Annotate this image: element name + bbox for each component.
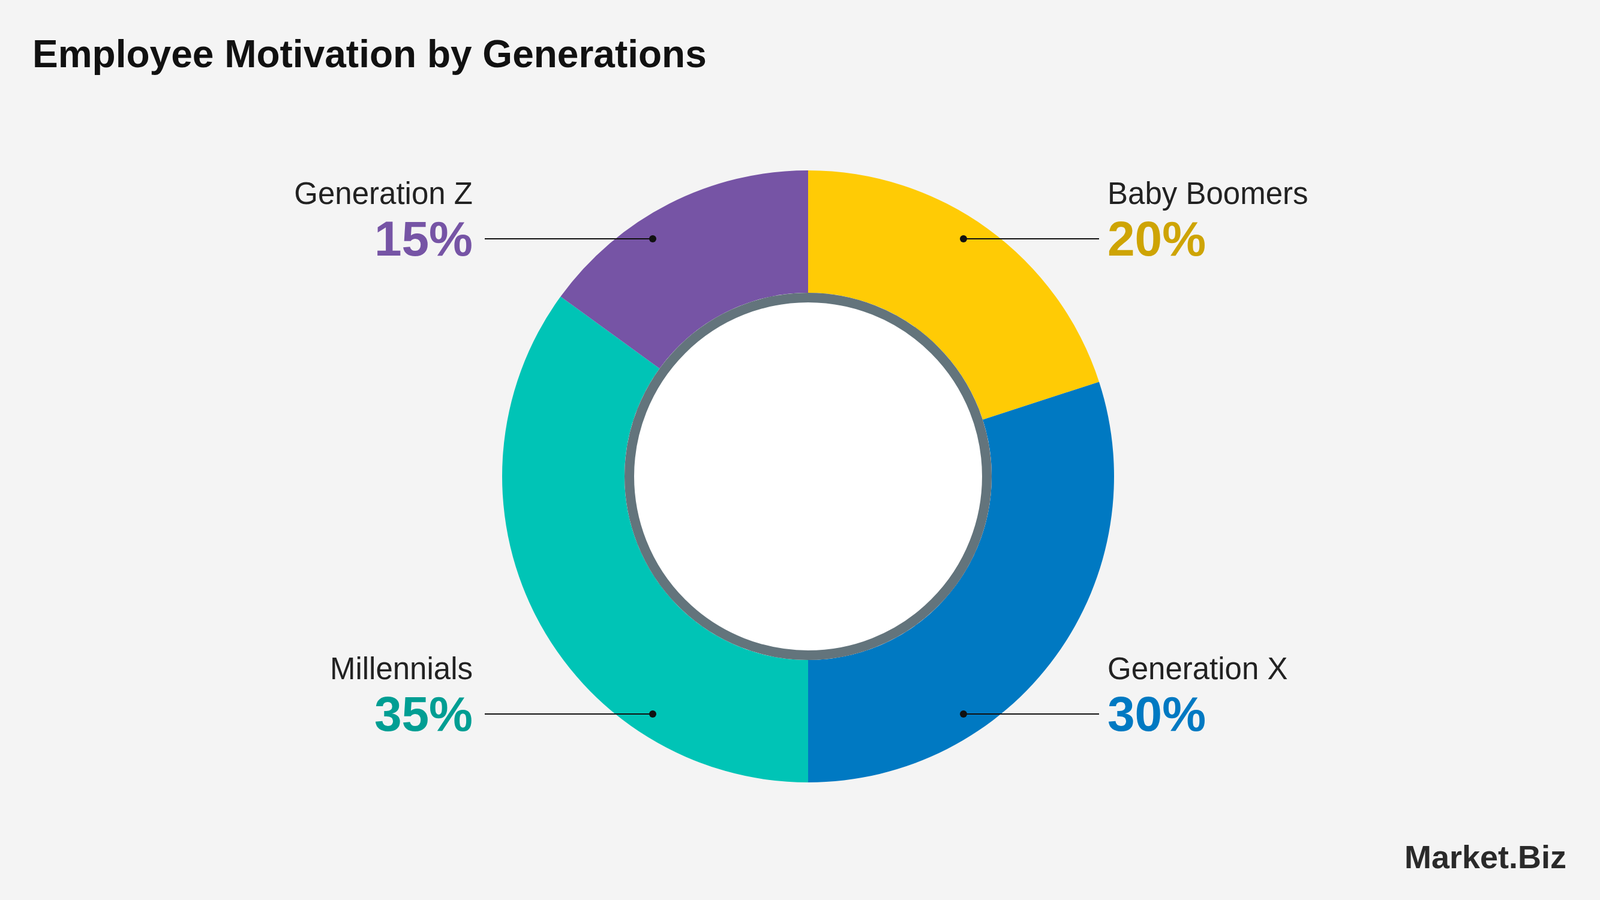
leader-dot: [959, 235, 968, 243]
category-label: Generation Z: [293, 176, 473, 211]
chart: Employee Motivation by Generations Baby B…: [0, 0, 1600, 900]
title: Employee Motivation by Generations: [32, 32, 707, 76]
leader-line: [963, 713, 1100, 715]
category-label: Millennials: [329, 651, 473, 686]
leader-line: [484, 238, 653, 240]
background: [0, 0, 1600, 900]
value-label: 20%: [1107, 211, 1206, 266]
category-label: Generation X: [1107, 651, 1289, 686]
center-ring: [629, 297, 987, 656]
leader-dot: [959, 710, 968, 718]
leader-line: [963, 238, 1100, 240]
leader-dot: [649, 235, 657, 243]
donut: [502, 170, 1115, 783]
value-label: 15%: [374, 211, 473, 266]
center-image: [624, 292, 992, 660]
leader-dot: [649, 710, 657, 718]
category-label: Baby Boomers: [1107, 176, 1309, 211]
value-label: 35%: [374, 686, 473, 741]
logo: Market.Biz: [1404, 838, 1567, 875]
value-label: 30%: [1107, 686, 1206, 741]
leader-line: [484, 713, 653, 715]
